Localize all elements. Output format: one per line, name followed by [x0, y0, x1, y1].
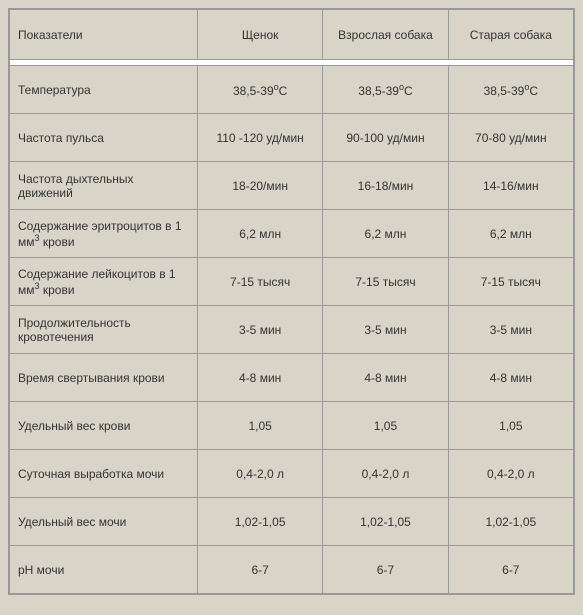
row-value: 0,4-2,0 л [197, 450, 322, 498]
row-value: 7-15 тысяч [323, 258, 448, 306]
row-value: 4-8 мин [448, 354, 573, 402]
row-label: Удельный вес мочи [10, 498, 198, 546]
table-row: Температура38,5-39oC38,5-39oC38,5-39oC [10, 66, 574, 114]
row-label: Содержание лейкоцитов в 1 мм3 крови [10, 258, 198, 306]
table-row: Суточная выработка мочи0,4-2,0 л0,4-2,0 … [10, 450, 574, 498]
row-value: 0,4-2,0 л [448, 450, 573, 498]
table-row: Время свертывания крови4-8 мин4-8 мин4-8… [10, 354, 574, 402]
row-label: Содержание эритроцитов в 1 мм3 крови [10, 210, 198, 258]
row-label: Время свертывания крови [10, 354, 198, 402]
row-value: 38,5-39oC [448, 66, 573, 114]
row-value: 38,5-39oC [197, 66, 322, 114]
row-value: 1,02-1,05 [197, 498, 322, 546]
row-value: 16-18/мин [323, 162, 448, 210]
row-value: 1,05 [197, 402, 322, 450]
row-value: 90-100 уд/мин [323, 114, 448, 162]
row-value: 110 -120 уд/мин [197, 114, 322, 162]
table-row: Содержание лейкоцитов в 1 мм3 крови7-15 … [10, 258, 574, 306]
col-header-indicator: Показатели [10, 10, 198, 60]
row-value: 7-15 тысяч [197, 258, 322, 306]
row-value: 14-16/мин [448, 162, 573, 210]
row-value: 70-80 уд/мин [448, 114, 573, 162]
row-value: 18-20/мин [197, 162, 322, 210]
row-label: Продолжительность кровотечения [10, 306, 198, 354]
row-value: 0,4-2,0 л [323, 450, 448, 498]
row-value: 6,2 млн [323, 210, 448, 258]
table-row: Частота дыхтельных движений18-20/мин16-1… [10, 162, 574, 210]
row-label: Суточная выработка мочи [10, 450, 198, 498]
row-label: Температура [10, 66, 198, 114]
row-value: 6-7 [448, 546, 573, 594]
row-value: 6-7 [323, 546, 448, 594]
physiology-table: Показатели Щенок Взрослая собака Старая … [9, 9, 574, 594]
table-row: Продолжительность кровотечения3-5 мин3-5… [10, 306, 574, 354]
row-value: 1,05 [323, 402, 448, 450]
row-value: 6,2 млн [448, 210, 573, 258]
row-value: 4-8 мин [197, 354, 322, 402]
row-value: 4-8 мин [323, 354, 448, 402]
row-value: 6,2 млн [197, 210, 322, 258]
col-header-old: Старая собака [448, 10, 573, 60]
table-row: Частота пульса110 -120 уд/мин90-100 уд/м… [10, 114, 574, 162]
row-value: 1,02-1,05 [323, 498, 448, 546]
row-value: 3-5 мин [323, 306, 448, 354]
row-value: 7-15 тысяч [448, 258, 573, 306]
row-label: Частота дыхтельных движений [10, 162, 198, 210]
col-header-adult: Взрослая собака [323, 10, 448, 60]
row-value: 38,5-39oC [323, 66, 448, 114]
col-header-puppy: Щенок [197, 10, 322, 60]
row-value: 3-5 мин [197, 306, 322, 354]
row-value: 3-5 мин [448, 306, 573, 354]
row-label: pH мочи [10, 546, 198, 594]
table-row: Содержание эритроцитов в 1 мм3 крови6,2 … [10, 210, 574, 258]
row-label: Частота пульса [10, 114, 198, 162]
table-row: Удельный вес крови1,051,051,05 [10, 402, 574, 450]
table-row: pH мочи6-76-76-7 [10, 546, 574, 594]
table-row: Удельный вес мочи1,02-1,051,02-1,051,02-… [10, 498, 574, 546]
row-value: 1,05 [448, 402, 573, 450]
row-value: 6-7 [197, 546, 322, 594]
header-row: Показатели Щенок Взрослая собака Старая … [10, 10, 574, 60]
table-body: Температура38,5-39oC38,5-39oC38,5-39oCЧа… [10, 60, 574, 594]
row-value: 1,02-1,05 [448, 498, 573, 546]
physiology-table-container: Показатели Щенок Взрослая собака Старая … [8, 8, 575, 595]
row-label: Удельный вес крови [10, 402, 198, 450]
